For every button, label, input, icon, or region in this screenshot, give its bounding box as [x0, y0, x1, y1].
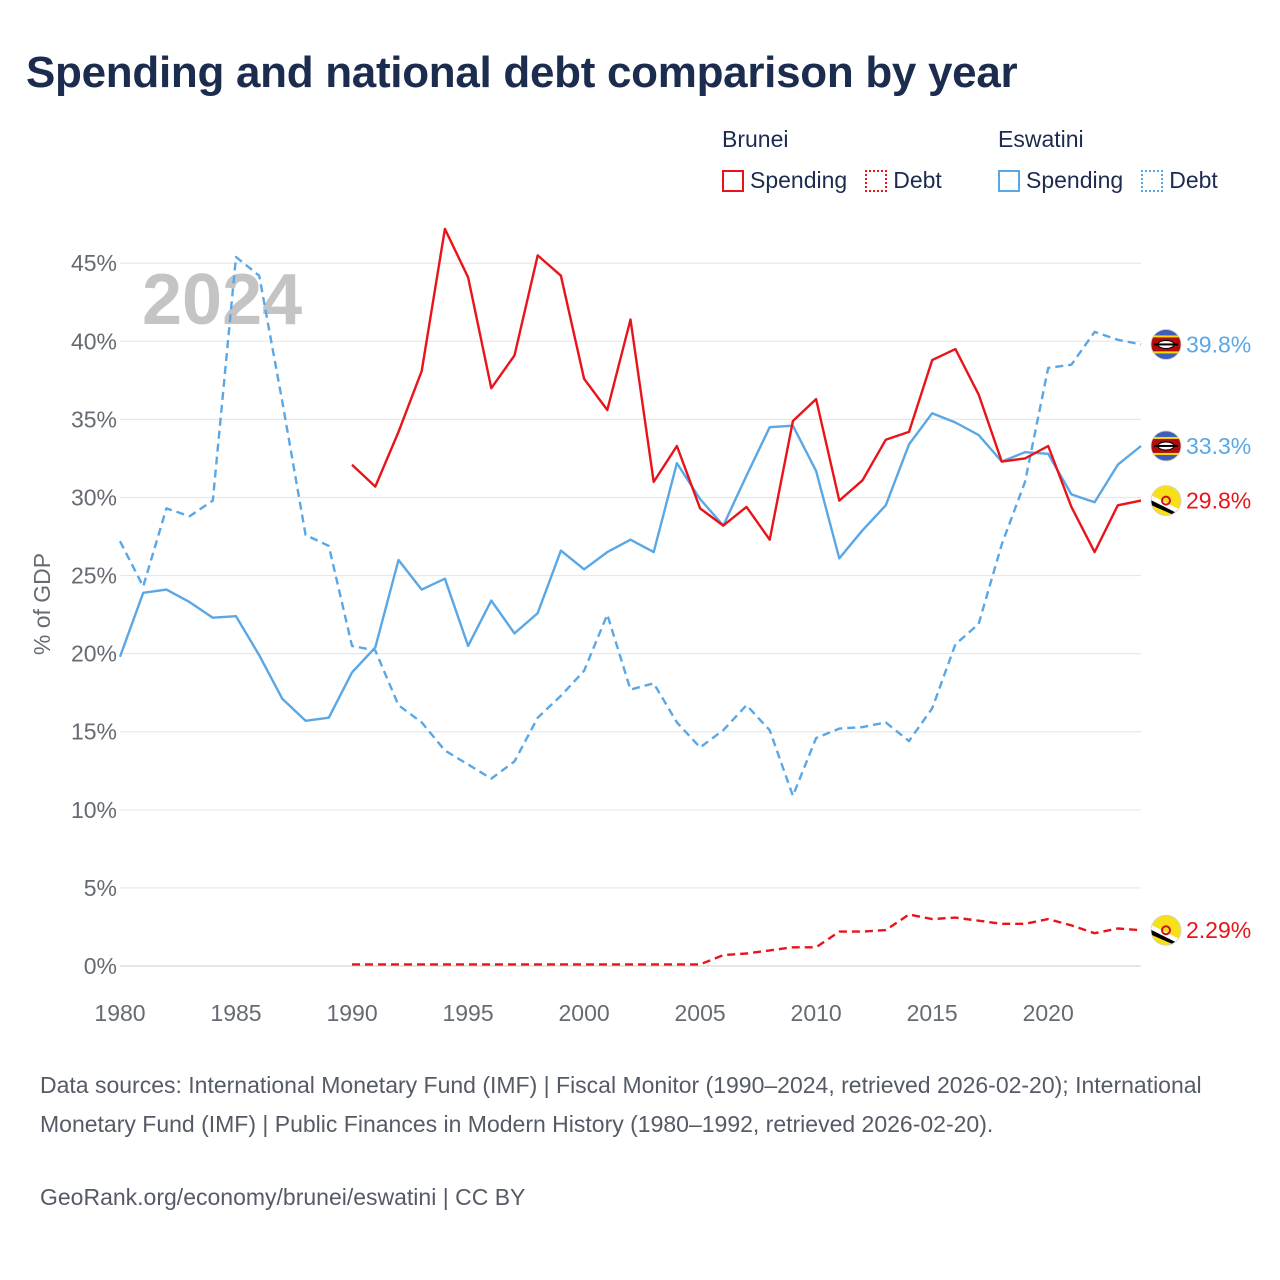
legend-group-eswatini: Eswatini Spending Debt [998, 126, 1218, 194]
x-tick-label: 1995 [442, 1000, 493, 1026]
solid-line-swatch-icon [722, 169, 744, 192]
series-line-brunei-spending[interactable] [351, 227, 1142, 554]
grid-lines [120, 262, 1141, 967]
end-value-label: 33.3% [1186, 433, 1251, 459]
series-line-brunei-debt[interactable] [352, 913, 1142, 966]
x-axis-ticks: 1980 1985 1990 1995 2000 2005 2010 2015 2020 [94, 1000, 1073, 1026]
y-tick-label: 35% [71, 406, 117, 432]
dotted-line-swatch-icon [865, 169, 888, 192]
legend-item-brunei-debt[interactable]: Debt [865, 167, 942, 194]
end-value-label: 2.29% [1186, 917, 1251, 943]
brunei-flag-icon [1150, 914, 1182, 946]
dotted-line-swatch-icon [1141, 169, 1164, 192]
x-tick-label: 2010 [791, 1000, 842, 1026]
y-tick-label: 5% [84, 875, 117, 901]
legend-label: Spending [750, 167, 848, 193]
y-tick-label: 25% [71, 563, 117, 589]
brunei-flag-icon [1150, 485, 1182, 517]
chart-title: Spending and national debt comparison by… [26, 48, 1018, 97]
x-tick-label: 2015 [907, 1000, 958, 1026]
legend-item-eswatini-debt[interactable]: Debt [1141, 167, 1218, 194]
y-tick-label: 45% [71, 250, 117, 276]
y-axis-label: % of GDP [29, 553, 55, 655]
solid-line-swatch-icon [998, 169, 1020, 192]
legend-label: Debt [893, 167, 942, 193]
y-tick-label: 30% [71, 484, 117, 510]
x-tick-label: 1985 [210, 1000, 261, 1026]
legend-item-eswatini-spending[interactable]: Spending [998, 167, 1123, 194]
x-tick-label: 2005 [675, 1000, 726, 1026]
y-tick-label: 0% [84, 953, 117, 979]
legend-label: Debt [1169, 167, 1218, 193]
x-tick-label: 1980 [94, 1000, 145, 1026]
eswatini-flag-icon [1150, 430, 1182, 462]
legend-country-eswatini: Eswatini [998, 126, 1084, 152]
end-value-label: 29.8% [1186, 488, 1251, 514]
data-sources-note: Data sources: International Monetary Fun… [40, 1072, 1202, 1137]
legend-group-brunei: Brunei Spending Debt [722, 126, 942, 194]
series-lines [118, 227, 1142, 966]
legend-label: Spending [1026, 167, 1124, 193]
legend-country-brunei: Brunei [722, 126, 789, 152]
year-watermark: 2024 [142, 260, 302, 340]
end-value-label: 39.8% [1186, 331, 1251, 357]
y-tick-label: 20% [71, 641, 117, 667]
y-axis-ticks: 0% 5% 10% 15% 20% 25% 30% 35% 40% 45% [71, 250, 117, 979]
credit-link[interactable]: GeoRank.org/economy/brunei/eswatini | CC… [40, 1184, 526, 1210]
end-markers: 39.8% 33.3% 29.8% 2.29% [1150, 329, 1251, 946]
y-tick-label: 40% [71, 328, 117, 354]
y-tick-label: 10% [71, 797, 117, 823]
legend-item-brunei-spending[interactable]: Spending [722, 167, 847, 194]
y-tick-label: 15% [71, 719, 117, 745]
x-tick-label: 2020 [1023, 1000, 1074, 1026]
eswatini-flag-icon [1150, 329, 1182, 360]
x-tick-label: 1990 [326, 1000, 377, 1026]
x-tick-label: 2000 [559, 1000, 610, 1026]
series-line-eswatini-debt[interactable] [118, 255, 1142, 797]
series-line-eswatini-spending[interactable] [118, 412, 1142, 722]
